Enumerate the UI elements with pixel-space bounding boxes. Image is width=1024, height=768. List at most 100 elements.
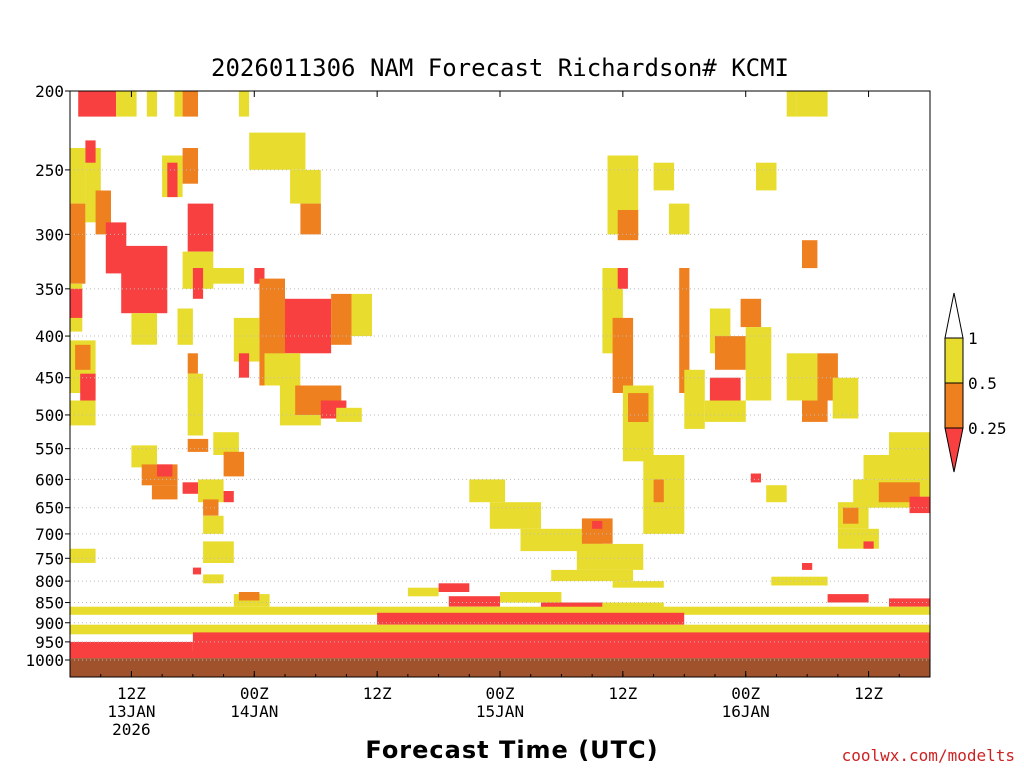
y-tick-label-750: 750: [35, 549, 64, 568]
ri-region-lt_0.25-89: [709, 377, 741, 401]
ri-region-0.5_1-28: [208, 268, 244, 284]
ri-region-lt_0.25-17: [121, 245, 168, 314]
x-tick-label-66-1: 16JAN: [722, 702, 770, 721]
color-legend: 1 0.5 0.25: [944, 292, 1007, 473]
ri-region-0.5_1-77: [668, 203, 690, 235]
y-tick-label-550: 550: [35, 440, 64, 459]
ri-region-0.5_1-113: [407, 587, 439, 597]
ri-region-lt_0.25-27: [192, 268, 204, 299]
ri-region-ground-126: [70, 658, 930, 677]
ri-region-0.25_0.5-48: [187, 438, 209, 452]
x-tick-label-30-0: 12Z: [363, 684, 392, 703]
x-tick-label-6-2: 2026: [112, 720, 151, 739]
legend-swatch-above-1: [944, 292, 964, 339]
ri-region-0.5_1-1: [116, 91, 137, 117]
ri-region-0.5_1-67: [489, 502, 541, 529]
ri-region-0.5_1-92: [745, 327, 772, 401]
ri-region-0.5_1-76: [653, 162, 675, 191]
y-tick-label-850: 850: [35, 594, 64, 613]
ri-region-lt_0.25-103: [909, 496, 930, 514]
ri-region-lt_0.25-116: [541, 602, 603, 611]
ri-region-0.5_1-63: [203, 574, 224, 584]
y-tick-label-500: 500: [35, 406, 64, 425]
ri-region-lt_0.25-107: [863, 541, 874, 549]
ri-region-lt_0.25-110: [750, 473, 761, 483]
ri-region-0.5_1-117: [602, 602, 664, 611]
ri-region-lt_0.25-23: [167, 162, 178, 198]
ri-region-0.5_1-108: [771, 576, 828, 586]
ri-region-0.5_1-86: [684, 369, 705, 429]
y-tick-label-350: 350: [35, 280, 64, 299]
ri-region-0.25_0.5-79: [612, 317, 634, 393]
ri-region-0.5_1-6: [786, 91, 797, 117]
x-tick-label-18-1: 14JAN: [230, 702, 278, 721]
ri-region-0.5_1-47: [187, 373, 204, 436]
ri-region-0.25_0.5-85: [679, 268, 690, 393]
y-tick-label-250: 250: [35, 161, 64, 180]
ri-region-0.25_0.5-94: [802, 240, 818, 269]
ri-region-0.5_1-100: [863, 455, 930, 480]
ri-region-lt_0.25-29: [254, 268, 265, 284]
ri-region-0.25_0.5-105: [843, 507, 859, 524]
ri-region-lt_0.25-53: [157, 464, 173, 477]
x-tick-label-42-0: 00Z: [486, 684, 515, 703]
ri-region-0.5_1-11: [70, 148, 86, 204]
ri-region-lt_0.25-70: [592, 521, 603, 529]
ri-region-lt_0.25-118: [827, 594, 869, 603]
chart-title: 2026011306 NAM Forecast Richardson# KCMI: [211, 54, 789, 82]
ri-region-0.5_1-111: [766, 485, 787, 503]
ri-region-lt_0.25-14: [85, 140, 96, 163]
y-tick-label-450: 450: [35, 369, 64, 388]
ri-region-0.5_1-72: [551, 569, 634, 582]
ri-region-lt_0.25-43: [80, 373, 96, 401]
x-tick-label-42-1: 15JAN: [476, 702, 524, 721]
legend-swatch-0.5-1: [944, 337, 964, 384]
y-tick-label-300: 300: [35, 225, 64, 244]
ri-region-lt_0.25-35: [238, 353, 250, 378]
ri-region-0.5_1-51: [131, 445, 157, 468]
y-tick-label-650: 650: [35, 499, 64, 518]
ri-region-0.25_0.5-19: [70, 245, 86, 284]
y-tick-label-600: 600: [35, 470, 64, 489]
x-tick-label-54-0: 12Z: [608, 684, 637, 703]
ri-region-0.5_1-58: [203, 515, 224, 534]
ri-region-0.5_1-33: [351, 293, 372, 337]
ri-region-lt_0.25-125: [70, 651, 930, 659]
ri-region-0.25_0.5-50: [223, 451, 245, 477]
ri-region-0.5_1-7: [796, 91, 828, 117]
ri-region-lt_0.25-119: [889, 598, 930, 607]
ri-region-0.25_0.5-88: [715, 336, 746, 370]
ri-region-0.5_1-8: [249, 132, 306, 170]
y-tick-label-200: 200: [35, 82, 64, 101]
legend-swatch-below-0.25: [944, 427, 964, 473]
ri-region-0.25_0.5-84: [653, 479, 664, 503]
ri-region-0.5_1-59: [203, 541, 234, 563]
y-tick-label-700: 700: [35, 525, 64, 544]
ri-region-0.5_1-5: [238, 91, 250, 117]
ri-region-0.5_1-3: [174, 91, 183, 117]
ri-region-0.5_1-73: [612, 581, 664, 588]
ri-region-lt_0.25-114: [448, 596, 500, 607]
y-tick-label-900: 900: [35, 614, 64, 633]
ri-region-lt_0.25-16: [105, 222, 127, 274]
ri-region-lt_0.25-55: [182, 482, 198, 494]
ri-region-0.5_1-66: [469, 479, 506, 503]
ri-region-lt_0.25-80: [617, 268, 628, 289]
dotted-gridlines: [70, 169, 930, 661]
ri-region-0.5_1-61: [70, 548, 96, 563]
y-tick-label-400: 400: [35, 327, 64, 346]
ri-region-lt_0.25-121: [377, 612, 685, 625]
ri-region-0.5_1-90: [704, 400, 746, 422]
ri-region-0.25_0.5-32: [331, 293, 352, 345]
ri-region-0.5_1-45: [177, 308, 193, 345]
ri-region-lt_0.25-0: [78, 91, 117, 117]
ri-region-0.5_1-98: [832, 377, 859, 419]
ri-region-lt_0.25-109: [802, 563, 813, 570]
ri-region-0.25_0.5-42: [75, 344, 91, 370]
ri-region-lt_0.25-112: [438, 583, 470, 592]
x-tick-label-6-0: 12Z: [117, 684, 146, 703]
ri-region-0.5_1-2: [146, 91, 157, 117]
legend-label-2: 0.25: [968, 419, 1007, 438]
ri-region-0.5_1-18: [131, 313, 157, 345]
